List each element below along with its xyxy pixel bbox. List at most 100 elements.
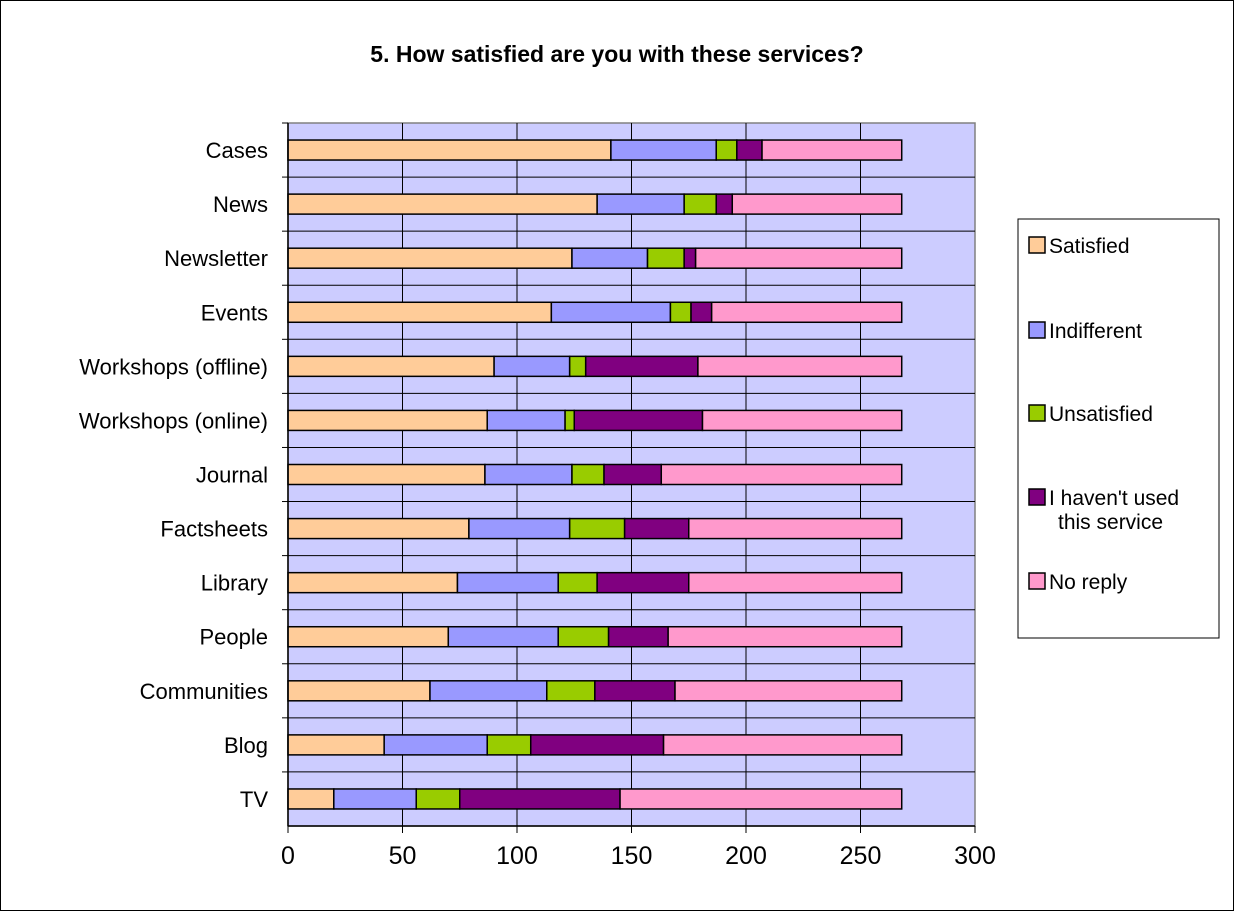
bar-segment bbox=[715, 139, 738, 161]
legend-label: Indifferent bbox=[1049, 320, 1142, 343]
legend-box bbox=[1017, 218, 1220, 639]
bar-segment bbox=[701, 409, 903, 432]
bar-segment bbox=[669, 301, 692, 324]
bar-segment bbox=[571, 463, 605, 486]
bar-segment bbox=[287, 355, 495, 378]
bar-segment bbox=[603, 463, 663, 486]
bar-segment bbox=[694, 247, 903, 269]
bar-segment bbox=[646, 247, 685, 269]
bar-segment bbox=[607, 625, 669, 648]
bar-segment bbox=[623, 517, 690, 540]
bar-segment bbox=[287, 734, 385, 756]
bar-segment bbox=[546, 680, 596, 702]
bar-segment bbox=[662, 734, 903, 756]
bar-segment bbox=[287, 517, 470, 540]
y-category-label: Communities bbox=[140, 679, 268, 704]
bar-segment bbox=[383, 734, 488, 756]
legend-swatch bbox=[1028, 488, 1046, 506]
y-category-label: TV bbox=[240, 787, 268, 812]
bar-segment bbox=[568, 517, 626, 540]
x-tick-label: 200 bbox=[725, 842, 767, 870]
axes: 0 50 100 150 200 250 300 Cases News Newsletter Eve… bbox=[79, 122, 996, 870]
bar-segment bbox=[710, 301, 903, 324]
bar-segment bbox=[564, 409, 576, 432]
legend-label: I haven't used this service bbox=[1049, 487, 1179, 534]
bar-segment bbox=[736, 139, 763, 161]
bar-segment bbox=[456, 571, 559, 594]
legend: Satisfied Indifferent Unsatisfied I haven't… bbox=[1017, 218, 1220, 639]
bar-segment bbox=[594, 680, 676, 702]
bar-segment bbox=[683, 193, 717, 215]
y-category-label: Factsheets bbox=[160, 517, 268, 542]
legend-label: No reply bbox=[1049, 571, 1128, 594]
bar-segment bbox=[557, 625, 610, 648]
bar-segment bbox=[287, 139, 612, 161]
y-category-label: News bbox=[213, 192, 268, 217]
y-category-label: Workshops (online) bbox=[79, 408, 268, 433]
legend-swatch bbox=[1028, 321, 1046, 339]
y-category-label: Blog bbox=[224, 733, 268, 758]
x-tick-label: 250 bbox=[840, 842, 882, 870]
bar-segment bbox=[287, 788, 335, 810]
x-tick-label: 150 bbox=[611, 842, 653, 870]
legend-swatch bbox=[1028, 236, 1046, 254]
bars bbox=[287, 139, 903, 810]
bar-segment bbox=[674, 680, 903, 702]
bar-segment bbox=[596, 193, 685, 215]
legend-swatch bbox=[1028, 572, 1046, 590]
bar-segment bbox=[486, 734, 532, 756]
legend-swatch bbox=[1028, 404, 1046, 422]
bar-segment bbox=[568, 355, 587, 378]
bar-segment bbox=[667, 625, 903, 648]
bar-segment bbox=[333, 788, 417, 810]
bar-segment bbox=[287, 247, 573, 269]
bar-segment bbox=[584, 355, 699, 378]
bar-segment bbox=[596, 571, 690, 594]
chart-title: 5. How satisfied are you with these serv… bbox=[370, 41, 863, 67]
bar-segment bbox=[468, 517, 571, 540]
bar-segment bbox=[571, 247, 649, 269]
y-category-label: Cases bbox=[206, 138, 268, 163]
bar-segment bbox=[610, 139, 717, 161]
bar-segment bbox=[287, 301, 553, 324]
bar-segment bbox=[484, 463, 573, 486]
bar-segment bbox=[619, 788, 903, 810]
x-tick-label: 300 bbox=[954, 842, 996, 870]
bar-segment bbox=[688, 571, 903, 594]
y-category-label: Workshops (offline) bbox=[79, 354, 268, 379]
bar-segment bbox=[761, 139, 903, 161]
bar-segment bbox=[731, 193, 903, 215]
x-tick-label: 0 bbox=[281, 842, 295, 870]
y-category-label: Newsletter bbox=[164, 246, 268, 271]
legend-label: Unsatisfied bbox=[1049, 403, 1153, 426]
bar-segment bbox=[493, 355, 571, 378]
y-category-label: Journal bbox=[196, 463, 268, 488]
bar-segment bbox=[690, 301, 713, 324]
bar-segment bbox=[415, 788, 461, 810]
bar-segment bbox=[573, 409, 704, 432]
bar-segment bbox=[715, 193, 734, 215]
bar-segment bbox=[660, 463, 903, 486]
bar-segment bbox=[287, 571, 459, 594]
bar-segment bbox=[550, 301, 672, 324]
x-tick-label: 50 bbox=[389, 842, 417, 870]
bar-segment bbox=[486, 409, 566, 432]
bar-segment bbox=[287, 409, 488, 432]
bar-segment bbox=[557, 571, 598, 594]
x-tick-label: 100 bbox=[496, 842, 538, 870]
bar-segment bbox=[287, 193, 598, 215]
y-category-label: Events bbox=[201, 300, 268, 325]
bar-segment bbox=[697, 355, 903, 378]
y-category-label: Library bbox=[201, 571, 268, 596]
bar-segment bbox=[459, 788, 621, 810]
bar-segment bbox=[429, 680, 548, 702]
legend-label: Satisfied bbox=[1049, 235, 1130, 258]
bar-segment bbox=[529, 734, 665, 756]
y-category-label: People bbox=[199, 625, 268, 650]
bar-segment bbox=[688, 517, 903, 540]
bar-segment bbox=[683, 247, 697, 269]
bar-segment bbox=[287, 680, 431, 702]
bar-segment bbox=[447, 625, 559, 648]
bar-segment bbox=[287, 625, 450, 648]
